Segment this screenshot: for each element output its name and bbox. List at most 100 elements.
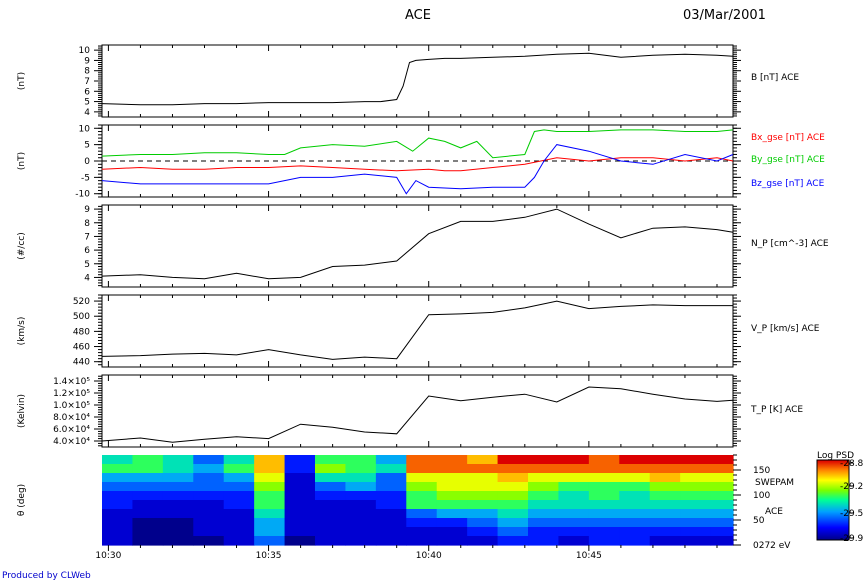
colorbar-segment	[817, 528, 849, 530]
heatmap-cell	[588, 455, 620, 465]
colorbar-segment	[817, 472, 849, 474]
heatmap-cell	[680, 527, 712, 537]
y-tick-label: 1.2×10⁵	[53, 389, 90, 399]
colorbar-segment	[817, 508, 849, 510]
heatmap-cell	[223, 500, 255, 510]
heatmap-cell	[254, 464, 286, 474]
colorbar-segment	[817, 489, 849, 491]
heatmap-cell	[193, 482, 225, 492]
heatmap-cell	[375, 518, 407, 528]
heatmap-cell	[284, 527, 316, 537]
heatmap-cell	[649, 527, 681, 537]
colorbar-segment	[817, 515, 849, 517]
x-tick-label: 10:45	[576, 551, 602, 561]
colorbar-segment	[817, 467, 849, 469]
heatmap-cell	[375, 473, 407, 483]
heatmap-cell	[528, 536, 560, 546]
heatmap-cell	[558, 518, 590, 528]
heatmap-cell	[223, 473, 255, 483]
colorbar-segment	[817, 524, 849, 526]
heatmap-cell	[254, 473, 286, 483]
colorbar-segment	[817, 506, 849, 508]
colorbar-segment	[817, 486, 849, 488]
y-tick-label: 9	[84, 205, 90, 215]
colorbar-segment	[817, 475, 849, 477]
heatmap-cell	[132, 527, 164, 537]
heatmap-cell	[132, 482, 164, 492]
heatmap-cell	[375, 464, 407, 474]
heatmap-cell	[649, 473, 681, 483]
heatmap-cell	[193, 455, 225, 465]
y-tick-label: 50	[753, 516, 765, 526]
colorbar-segment	[817, 502, 849, 504]
heatmap-cell	[436, 527, 468, 537]
series-line	[101, 208, 734, 280]
heatmap-cell	[528, 509, 560, 519]
heatmap-cell	[619, 473, 651, 483]
series-line	[101, 129, 734, 159]
y-tick-label: 4.0×10⁴	[53, 437, 90, 447]
heatmap-cell	[588, 518, 620, 528]
y-tick-label: 0	[84, 157, 90, 167]
heatmap-cell	[619, 455, 651, 465]
y-tick-label: 10	[79, 124, 91, 134]
heatmap-cell	[588, 491, 620, 501]
y-tick-label: 440	[73, 358, 90, 368]
colorbar-segment	[817, 517, 849, 519]
heatmap-cell	[132, 464, 164, 474]
panel-frame	[101, 204, 734, 288]
colorbar-segment	[817, 470, 849, 472]
x-tick-label: 10:35	[256, 551, 282, 561]
heatmap-cell	[497, 473, 529, 483]
heatmap-cell	[162, 509, 194, 519]
heatmap-cell	[162, 536, 194, 546]
heatmap-cell	[162, 518, 194, 528]
heatmap-cell	[436, 464, 468, 474]
heatmap-cell	[649, 518, 681, 528]
colorbar-segment	[817, 525, 849, 527]
chart-date: 03/Mar/2001	[683, 8, 766, 23]
heatmap-cell	[710, 491, 734, 501]
heatmap-cell	[345, 509, 377, 519]
heatmap-cell	[345, 491, 377, 501]
heatmap-cell	[619, 464, 651, 474]
heatmap-cell	[406, 536, 438, 546]
heatmap-cell	[315, 536, 347, 546]
heatmap-cell	[558, 500, 590, 510]
heatmap-cell	[193, 536, 225, 546]
colorbar-segment	[817, 507, 849, 509]
heatmap-cell	[284, 491, 316, 501]
colorbar-segment	[817, 533, 849, 535]
y-tick-label: 1.0×10⁵	[53, 401, 90, 411]
heatmap-cell	[436, 473, 468, 483]
heatmap-cell	[315, 509, 347, 519]
y-tick-label: 4	[84, 273, 90, 283]
heatmap-cell	[528, 527, 560, 537]
y-tick-label: 1.4×10⁵	[53, 377, 90, 387]
heatmap-cell	[497, 518, 529, 528]
colorbar-segment	[817, 481, 849, 483]
heatmap-cell	[436, 482, 468, 492]
heatmap-cell	[467, 527, 499, 537]
colorbar-segment	[817, 520, 849, 522]
heatmap-cell	[528, 491, 560, 501]
heatmap-cell	[619, 509, 651, 519]
heatmap-cell	[680, 455, 712, 465]
heatmap-cell	[254, 482, 286, 492]
y-tick-label: 8	[84, 219, 90, 229]
y-tick-label: 6	[84, 87, 90, 97]
heatmap-cell	[680, 491, 712, 501]
heatmap-cell	[497, 536, 529, 546]
y-tick-label: 8.0×10⁴	[53, 413, 90, 423]
heatmap-cell	[406, 527, 438, 537]
heatmap-cell	[375, 491, 407, 501]
heatmap-cell	[162, 473, 194, 483]
y-tick-label: -5	[81, 173, 90, 183]
colorbar-segment	[817, 492, 849, 494]
heatmap-cell	[132, 536, 164, 546]
colorbar-segment	[817, 537, 849, 539]
heatmap-cell	[710, 482, 734, 492]
heatmap-cell	[102, 482, 134, 492]
y-tick-label: 150	[753, 466, 770, 476]
heatmap-cell	[193, 464, 225, 474]
